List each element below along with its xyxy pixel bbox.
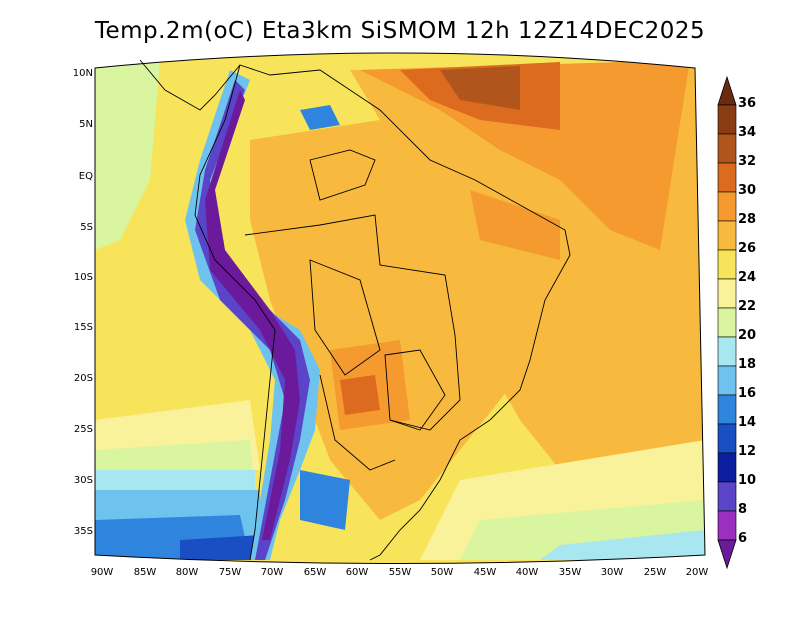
colorbar-swatch bbox=[717, 510, 737, 541]
lon-label-90w: 90W bbox=[90, 567, 114, 578]
lon-label-80w: 80W bbox=[175, 567, 199, 578]
colorbar-swatch bbox=[717, 249, 737, 280]
lon-label-65w: 65W bbox=[303, 567, 327, 578]
colorbar-label-30: 30 bbox=[738, 183, 757, 198]
colorbar-swatch bbox=[717, 104, 737, 135]
colorbar-bottom-arrow bbox=[717, 539, 737, 570]
lat-label-5s: 5S bbox=[80, 222, 93, 233]
lat-label-20s: 20S bbox=[73, 373, 93, 384]
lat-label-30s: 30S bbox=[73, 475, 93, 486]
lon-label-20w: 20W bbox=[685, 567, 709, 578]
colorbar-swatch bbox=[717, 278, 737, 309]
colorbar-label-20: 20 bbox=[738, 328, 757, 343]
colorbar-swatch bbox=[717, 394, 737, 425]
lat-label-35s: 35S bbox=[73, 526, 93, 537]
colorbar-swatch bbox=[717, 307, 737, 338]
lon-label-85w: 85W bbox=[133, 567, 157, 578]
colorbar-swatch bbox=[717, 220, 737, 251]
colorbar-swatch bbox=[717, 365, 737, 396]
colorbar-label-14: 14 bbox=[738, 415, 757, 430]
lat-label-10s: 10S bbox=[73, 272, 93, 283]
lat-label-5n: 5N bbox=[79, 119, 93, 130]
colorbar-label-8: 8 bbox=[738, 502, 748, 517]
political-borders bbox=[139, 59, 571, 561]
colorbar-label-22: 22 bbox=[738, 299, 757, 314]
colorbar-swatch bbox=[717, 133, 737, 164]
colorbar bbox=[717, 75, 737, 570]
colorbar-label-26: 26 bbox=[738, 241, 757, 256]
colorbar-label-16: 16 bbox=[738, 386, 757, 401]
lat-label-10n: 10N bbox=[72, 68, 93, 79]
lon-label-25w: 25W bbox=[643, 567, 667, 578]
colorbar-swatch bbox=[717, 452, 737, 483]
map-title: Temp.2m(oC) Eta3km SiSMOM 12h 12Z14DEC20… bbox=[94, 18, 706, 44]
colorbar-label-10: 10 bbox=[738, 473, 757, 488]
colorbar-label-12: 12 bbox=[738, 444, 757, 459]
lon-label-45w: 45W bbox=[473, 567, 497, 578]
lon-label-35w: 35W bbox=[558, 567, 582, 578]
colorbar-label-32: 32 bbox=[738, 154, 757, 169]
temperature-field bbox=[95, 53, 705, 564]
colorbar-swatch bbox=[717, 481, 737, 512]
colorbar-swatch bbox=[717, 162, 737, 193]
colorbar-swatch bbox=[717, 191, 737, 222]
domain-border bbox=[94, 52, 706, 564]
lon-label-55w: 55W bbox=[388, 567, 412, 578]
colorbar-label-28: 28 bbox=[738, 212, 757, 227]
colorbar-label-36: 36 bbox=[738, 96, 757, 111]
lon-label-50w: 50W bbox=[430, 567, 454, 578]
lat-label-eq: EQ bbox=[78, 171, 93, 182]
lon-label-60w: 60W bbox=[345, 567, 369, 578]
lon-label-75w: 75W bbox=[218, 567, 242, 578]
colorbar-label-34: 34 bbox=[738, 125, 757, 140]
lon-label-40w: 40W bbox=[515, 567, 539, 578]
colorbar-label-24: 24 bbox=[738, 270, 757, 285]
colorbar-swatch bbox=[717, 336, 737, 367]
colorbar-label-6: 6 bbox=[738, 531, 748, 546]
lon-label-70w: 70W bbox=[260, 567, 284, 578]
lat-label-15s: 15S bbox=[73, 322, 93, 333]
colorbar-swatch bbox=[717, 423, 737, 454]
lon-label-30w: 30W bbox=[600, 567, 624, 578]
colorbar-label-18: 18 bbox=[738, 357, 757, 372]
colorbar-top-arrow bbox=[717, 75, 737, 106]
lat-label-25s: 25S bbox=[73, 424, 93, 435]
